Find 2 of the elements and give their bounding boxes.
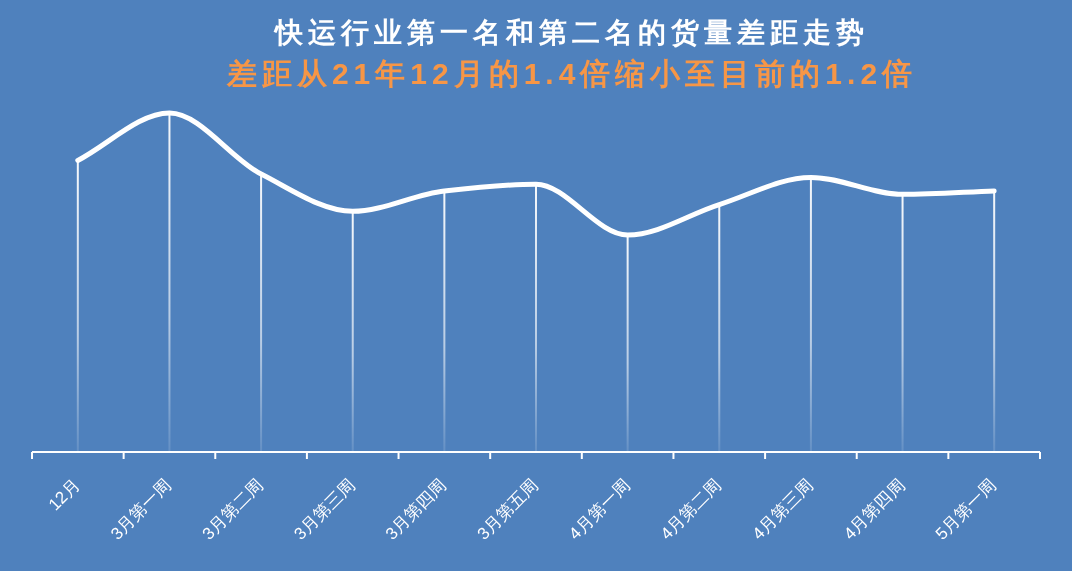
title: 快运行业第一名和第二名的货量差距走势	[275, 17, 869, 48]
subtitle: 差距从21年12月的1.4倍缩小至目前的1.2倍	[226, 57, 918, 90]
